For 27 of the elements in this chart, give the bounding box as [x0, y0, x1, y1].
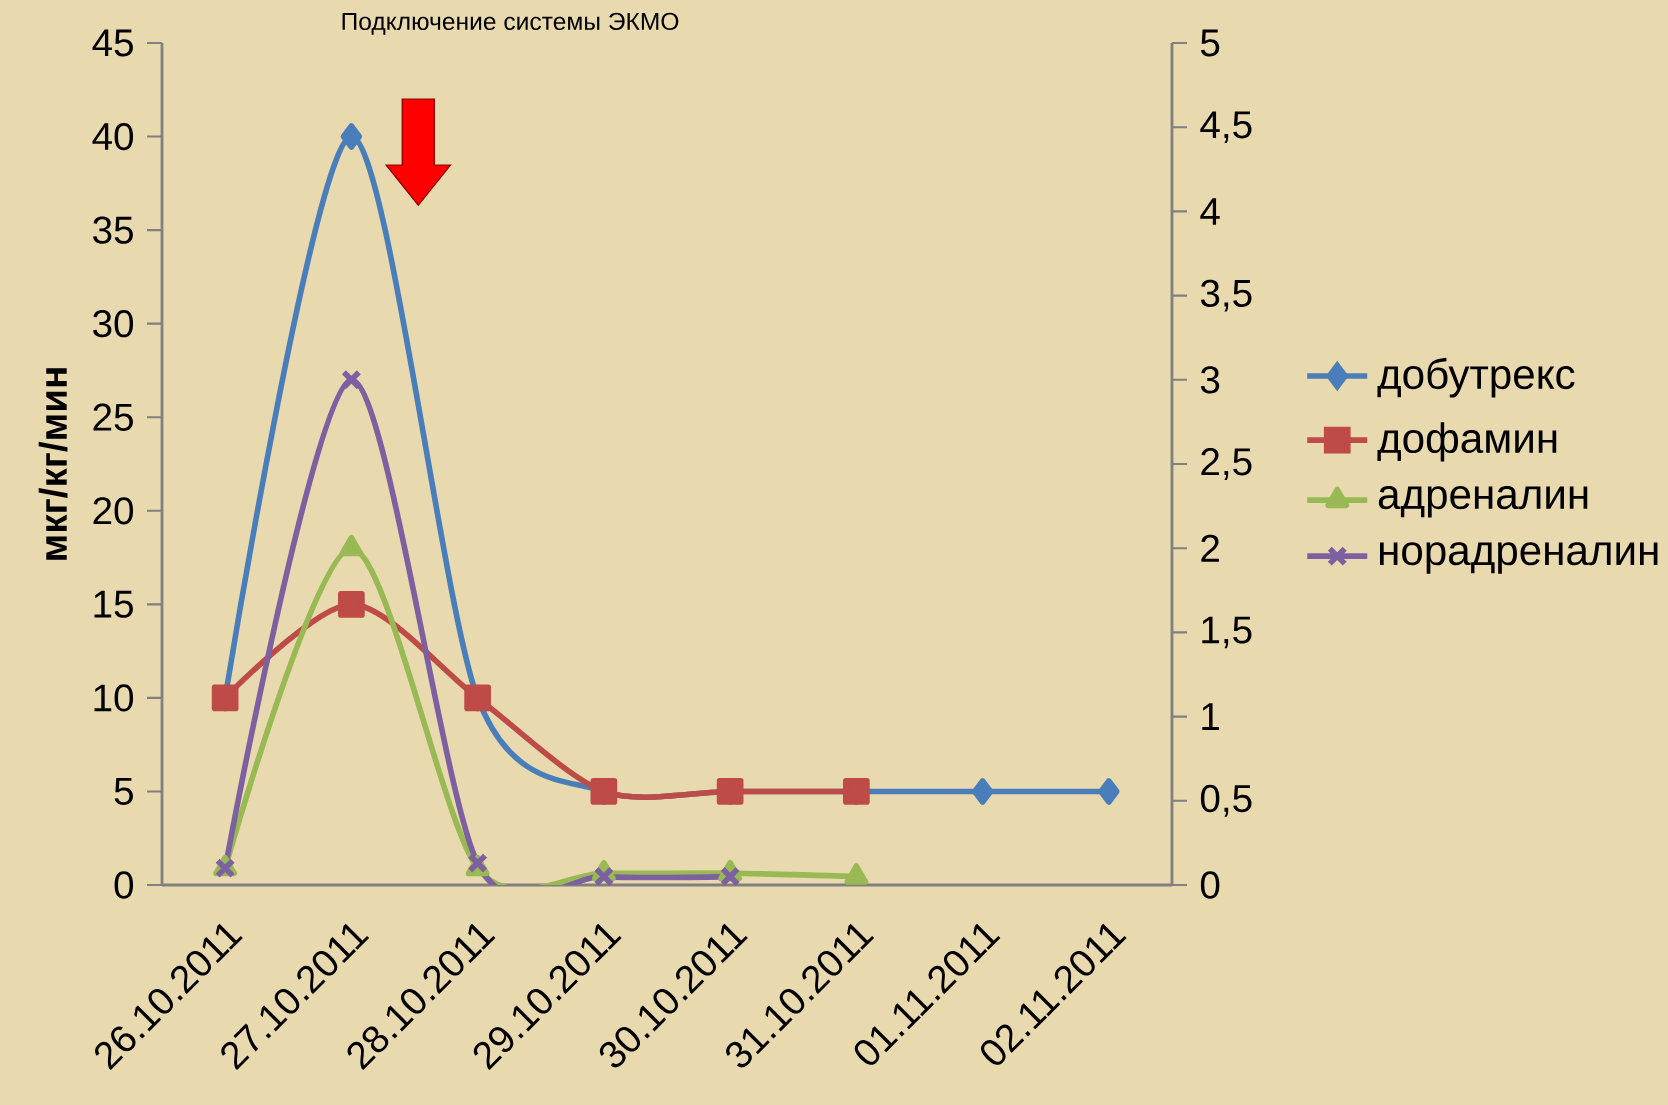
y2-tick-label: 3 [1200, 366, 1220, 394]
y2-tick-label: 0 [1200, 871, 1220, 899]
y2-tick-label: 1 [1202, 703, 1220, 730]
y-tick-label: 40 [92, 122, 134, 151]
legend-label: дофамин [1377, 422, 1557, 462]
y2-tick-label: 4 [1200, 198, 1220, 225]
y2-tick-label: 3,5 [1200, 279, 1252, 312]
legend-label: добутрекс [1377, 357, 1575, 398]
y-tick-label: 0 [114, 871, 134, 899]
y-tick-label: 35 [93, 216, 133, 244]
legend-label: адреналин [1378, 486, 1588, 518]
y-tick-label: 25 [93, 403, 133, 431]
y-tick-label: 10 [94, 684, 134, 712]
y-tick-label: 45 [92, 29, 133, 57]
y2-tick-label: 5 [1200, 29, 1220, 57]
y-axis-title: мкг/кг/мин [38, 368, 68, 560]
y2-tick-label: 1,5 [1202, 616, 1252, 649]
y-tick-label: 20 [93, 497, 134, 525]
y-tick-label: 15 [94, 590, 133, 618]
legend-label: норадреналин [1380, 542, 1658, 574]
y-tick-label: 5 [114, 777, 133, 805]
y-tick-label: 30 [93, 310, 134, 338]
y2-tick-label: 0,5 [1200, 784, 1252, 817]
y2-tick-label: 4,5 [1200, 111, 1252, 143]
y2-tick-label: 2,5 [1201, 448, 1252, 480]
chart-title: Подключение системы ЭКМО [342, 12, 679, 35]
y2-tick-label: 2 [1201, 534, 1219, 562]
